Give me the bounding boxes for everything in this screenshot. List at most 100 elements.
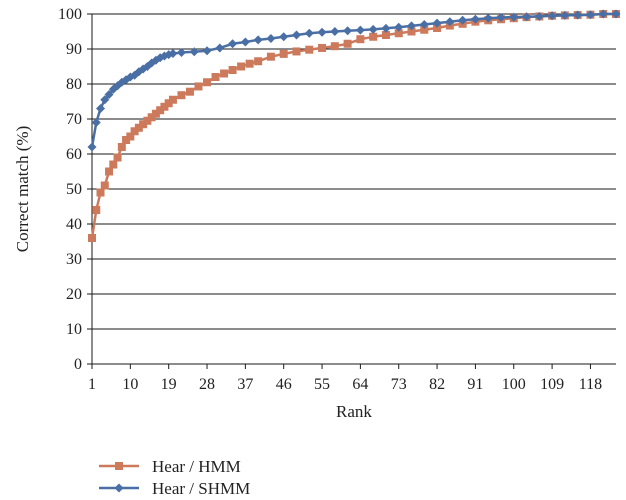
data-point (420, 25, 429, 34)
data-point (522, 12, 532, 22)
data-point (318, 43, 327, 52)
x-axis-title: Rank (336, 402, 372, 421)
data-point (254, 57, 263, 66)
data-point (381, 23, 391, 33)
x-tick-label: 19 (161, 376, 177, 393)
data-point (585, 10, 595, 20)
data-point (240, 37, 250, 47)
data-point (130, 127, 139, 136)
data-point (266, 52, 275, 61)
data-point (96, 104, 106, 113)
x-tick-labels: 1 10 19 28 37 46 55 64 73 82 91 100 109 118 (88, 376, 602, 393)
data-point (419, 20, 429, 29)
data-point (220, 69, 229, 78)
x-tick-label: 82 (429, 376, 445, 393)
data-point (496, 13, 506, 22)
data-point (117, 143, 126, 151)
data-point (215, 43, 225, 53)
data-point (304, 28, 314, 38)
legend-item: Hear / HMM (99, 457, 241, 476)
data-point (134, 123, 143, 132)
data-point (433, 24, 442, 32)
data-point (88, 234, 96, 242)
data-point (266, 34, 276, 43)
data-point (245, 59, 254, 68)
series-lines (87, 9, 621, 242)
x-tick-label: 100 (502, 376, 526, 393)
data-point (96, 188, 105, 197)
data-point (228, 39, 238, 49)
legend-label: Hear / HMM (152, 457, 241, 476)
data-point (168, 49, 178, 59)
data-point (368, 24, 378, 34)
data-point (534, 11, 544, 21)
data-point (151, 109, 160, 118)
data-point (458, 15, 468, 25)
data-point (143, 116, 152, 125)
legend-label: Hear / SHMM (152, 479, 250, 498)
legend-item: Hear / SHMM (99, 479, 250, 498)
data-point (560, 10, 570, 20)
data-point (483, 13, 493, 23)
series-line (90, 12, 616, 148)
y-tick-label: 80 (66, 76, 82, 93)
data-point (228, 66, 237, 74)
y-tick-label: 100 (58, 6, 82, 23)
data-point (598, 9, 608, 19)
x-tick-label: 46 (276, 376, 292, 393)
x-tick-label: 1 (88, 376, 96, 393)
data-point (445, 17, 455, 27)
data-point (291, 30, 301, 40)
data-point (407, 27, 416, 36)
data-point (176, 48, 186, 57)
data-point (355, 25, 365, 35)
data-point (139, 120, 148, 129)
data-point (105, 167, 114, 176)
data-point (237, 62, 246, 71)
data-point (292, 47, 301, 56)
data-point (185, 87, 194, 96)
data-point (202, 46, 212, 56)
y-tick-label: 20 (66, 286, 82, 303)
x-tick-label: 73 (391, 376, 407, 393)
data-point (407, 21, 417, 31)
x-tick-label: 64 (352, 376, 368, 393)
data-point (279, 32, 289, 42)
data-point (381, 31, 390, 39)
axes (87, 13, 616, 369)
data-point (189, 47, 199, 57)
data-point (547, 11, 557, 21)
data-point (211, 73, 220, 81)
data-point (168, 95, 177, 104)
y-tick-label: 90 (66, 41, 82, 58)
data-point (305, 45, 314, 54)
data-point (330, 42, 339, 51)
x-tick-label: 28 (199, 376, 215, 393)
data-point (164, 99, 173, 108)
x-tick-label: 55 (314, 376, 330, 393)
y-tick-label: 70 (66, 111, 82, 128)
data-point (343, 26, 353, 36)
data-point (432, 18, 442, 28)
data-point (122, 136, 131, 144)
y-tick-label: 50 (66, 181, 82, 198)
series-1 (87, 9, 621, 152)
legend-marker (114, 483, 124, 493)
data-point (100, 95, 110, 105)
y-tick-label: 30 (66, 251, 82, 268)
data-point (343, 39, 352, 48)
data-point (177, 91, 186, 100)
y-tick-label: 0 (74, 356, 82, 373)
data-point (147, 113, 156, 122)
data-point (509, 12, 519, 22)
data-point (317, 27, 327, 37)
data-point (369, 32, 378, 41)
x-tick-label: 10 (122, 376, 138, 393)
data-point (253, 35, 263, 45)
data-point (356, 35, 365, 44)
data-point (194, 82, 203, 91)
grid-lines (92, 13, 616, 330)
data-point (279, 49, 288, 58)
y-tick-label: 10 (66, 321, 82, 338)
data-point (113, 153, 122, 162)
